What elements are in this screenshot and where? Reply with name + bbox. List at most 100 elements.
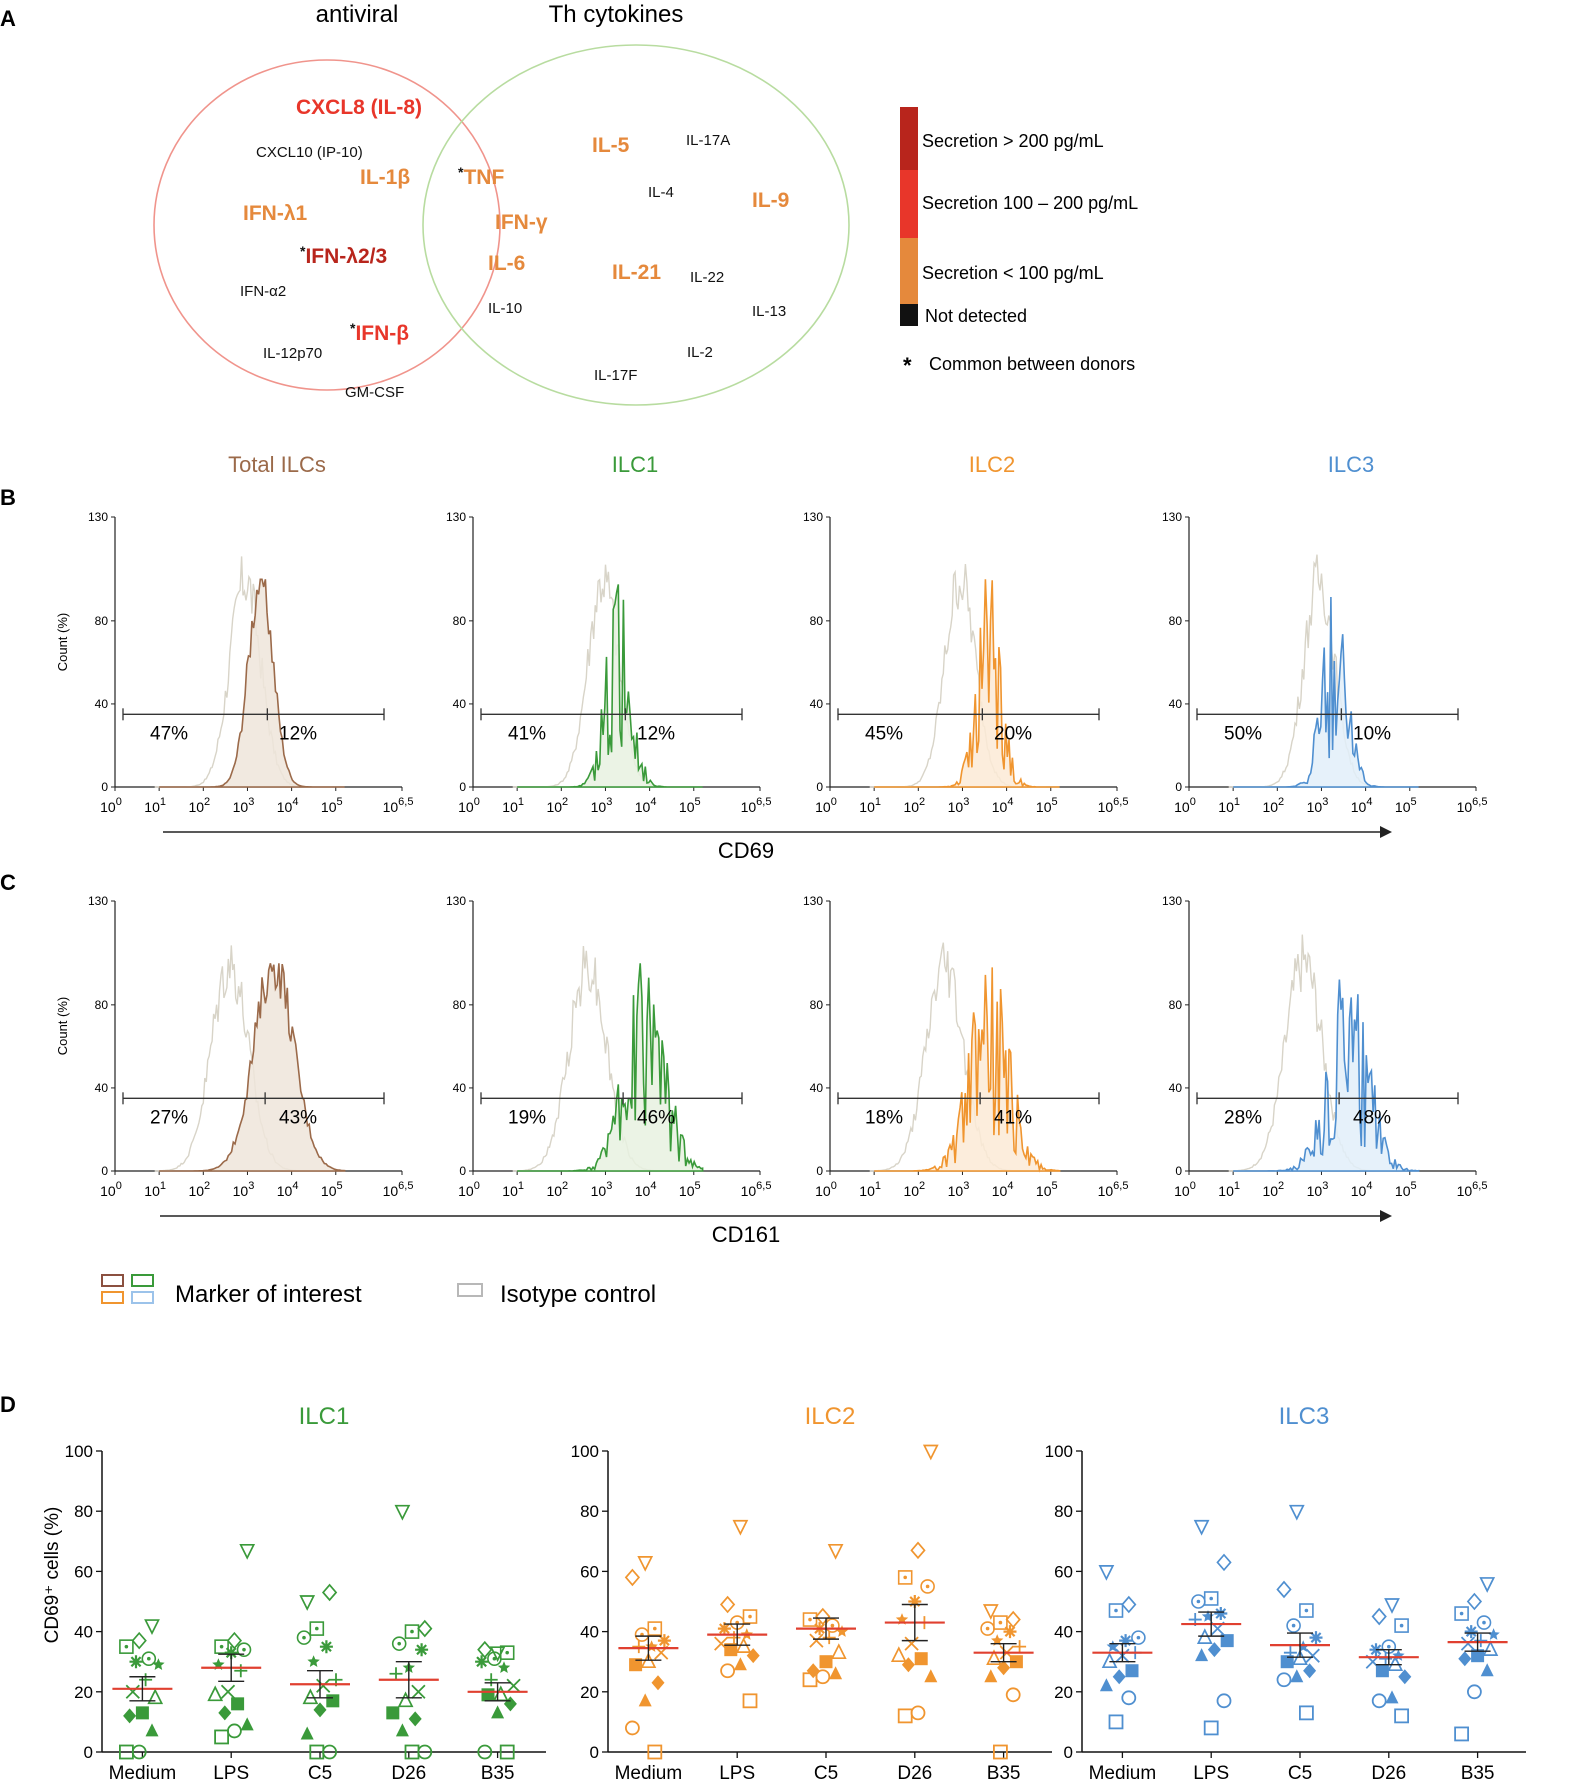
data-point — [231, 1697, 245, 1711]
data-point — [638, 1693, 652, 1707]
histogram-title: ILC1 — [612, 452, 658, 477]
panel-d: D CD69⁺ cells (%) ILC1 0 20 40 60 80 100 Medium… — [0, 1392, 1526, 1784]
data-point — [226, 1631, 243, 1650]
gate-pct-left: 50% — [1224, 723, 1262, 744]
data-point-dot — [1196, 1599, 1201, 1604]
x-tick-label: 100 — [1174, 796, 1196, 815]
data-point — [326, 1694, 340, 1708]
x-tick-exponent: 3 — [963, 1180, 969, 1192]
x-tick-label: 100 — [100, 1180, 122, 1199]
data-point — [296, 1630, 312, 1645]
data-point — [819, 1655, 833, 1669]
panel-b-letter: B — [0, 485, 16, 510]
category-label: LPS — [719, 1763, 755, 1784]
x-tick-exponent: 5 — [694, 1180, 700, 1192]
gate-pct-right: 46% — [637, 1107, 675, 1128]
x-tick-label: 103 — [948, 1180, 970, 1199]
x-tick-label: 105 — [1395, 796, 1417, 815]
y-tick-label: 40 — [1169, 1081, 1183, 1095]
data-point — [914, 1652, 928, 1666]
x-tick-label: 102 — [546, 796, 568, 815]
data-point — [733, 1657, 747, 1671]
x-tick-label: 102 — [903, 1180, 925, 1199]
cytokine-label: IL-10 — [488, 300, 522, 317]
data-point — [123, 1708, 137, 1724]
gate-pct-left: 45% — [865, 723, 903, 744]
data-point — [647, 1621, 663, 1636]
gate-pct-right: 20% — [994, 723, 1032, 744]
legend-high-label: Secretion > 200 pg/mL — [922, 131, 1104, 151]
y-tick-label: 60 — [580, 1562, 599, 1581]
data-point-dot — [985, 1626, 990, 1631]
legend-marker-green — [131, 1274, 154, 1287]
panel-c-letter: C — [0, 870, 16, 895]
x-tick-label: 105 — [321, 1180, 343, 1199]
data-point-dot — [315, 1626, 319, 1631]
cd69-label: CD69 — [718, 838, 774, 863]
x-tick-exponent: 2 — [1278, 1180, 1284, 1192]
category-label: LPS — [1193, 1763, 1229, 1784]
x-tick-label: 105 — [1036, 1180, 1058, 1199]
data-point — [408, 1711, 422, 1727]
data-point — [1454, 1606, 1469, 1621]
x-tick-exponent: 2 — [204, 796, 210, 808]
data-point — [144, 1619, 160, 1635]
x-tick-exponent: 1 — [160, 1180, 166, 1192]
gate-pct-right: 41% — [994, 1107, 1032, 1128]
data-point — [624, 1568, 641, 1587]
data-point — [904, 1636, 919, 1651]
data-point — [1193, 1519, 1210, 1536]
data-point — [993, 1744, 1008, 1760]
x-tick-label: 106,5 — [741, 796, 772, 815]
cd161-label: CD161 — [712, 1222, 780, 1247]
data-point — [1299, 1603, 1314, 1618]
x-tick-exponent: 6,5 — [1472, 796, 1487, 808]
cytokine-label: CXCL10 (IP-10) — [256, 144, 363, 161]
y-tick-label: 80 — [1169, 614, 1183, 628]
data-point — [1195, 1648, 1209, 1662]
category-label: C5 — [308, 1763, 332, 1784]
cd161-arrow-head — [1380, 1210, 1392, 1222]
y-tick-label: 100 — [571, 1442, 599, 1461]
data-point — [214, 1729, 230, 1745]
data-point — [395, 1723, 409, 1737]
data-point — [822, 1631, 836, 1645]
data-point-dot — [1304, 1608, 1309, 1613]
data-point — [1101, 1652, 1118, 1669]
data-point — [629, 1658, 643, 1672]
x-tick-exponent: 6,5 — [1113, 796, 1128, 808]
data-point — [1290, 1669, 1304, 1683]
x-tick-label: 102 — [188, 1180, 210, 1199]
x-tick-exponent: 0 — [474, 1180, 480, 1192]
marker-curve — [517, 963, 704, 1172]
x-tick-label: 103 — [591, 796, 613, 815]
cytokine-labels: CXCL8 (IL-8)CXCL10 (IP-10)IL-1βIFN-λ1*IF… — [240, 96, 789, 401]
x-tick-label: 100 — [100, 796, 122, 815]
data-point — [1108, 1714, 1124, 1730]
x-tick-label: 104 — [277, 1180, 299, 1199]
data-point-dot — [830, 1623, 835, 1628]
data-point — [815, 1669, 831, 1685]
cytokine-name: IFN-λ2/3 — [305, 245, 387, 268]
data-point-dot — [124, 1644, 129, 1649]
data-point — [1379, 1652, 1393, 1666]
data-point — [815, 1607, 831, 1626]
legend-swatch-nd — [900, 304, 918, 326]
data-point — [809, 1633, 824, 1648]
x-tick-exponent: 1 — [1234, 796, 1240, 808]
data-point — [1476, 1615, 1492, 1630]
x-tick-exponent: 6,5 — [398, 1180, 413, 1192]
data-point-dot — [1399, 1623, 1404, 1628]
data-point — [1121, 1595, 1137, 1614]
histogram-title: ILC3 — [1328, 452, 1374, 477]
data-point — [220, 1684, 236, 1699]
data-point — [397, 1691, 414, 1708]
data-point — [724, 1643, 738, 1657]
data-point — [625, 1720, 640, 1736]
data-point — [1454, 1726, 1469, 1742]
x-tick-exponent: 4 — [1007, 796, 1013, 808]
y-tick-label: 0 — [459, 1164, 466, 1178]
data-point — [214, 1639, 229, 1654]
y-tick-label: 80 — [1054, 1502, 1073, 1521]
